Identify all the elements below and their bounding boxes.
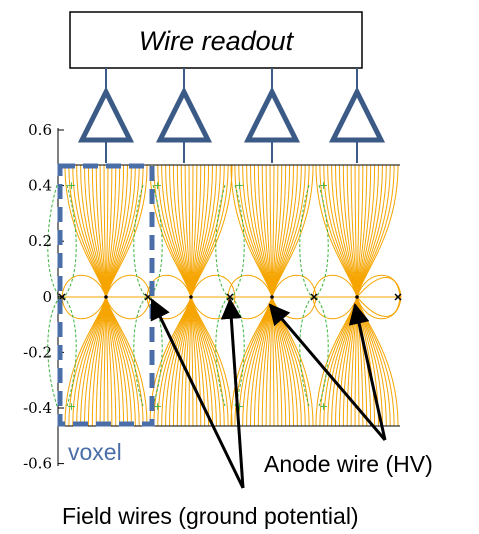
y-tick-label: -0.4: [23, 399, 52, 417]
voxel-label: voxel: [68, 439, 122, 465]
equipotential-marker: +: [235, 179, 244, 192]
y-tick-label: 0.6: [28, 121, 52, 139]
equipotential-marker: +: [319, 179, 328, 192]
anode-wire-marker: [189, 295, 193, 299]
equipotential-lines: + + + + + + + +: [47, 179, 329, 413]
amplifier-group: [77, 68, 386, 163]
wire-readout-label: Wire readout: [139, 26, 295, 56]
equipotential-marker: +: [67, 179, 76, 192]
equipotential-marker: +: [153, 400, 162, 413]
field-line-region: + + + + + + + +: [47, 164, 402, 427]
field-line: [190, 296, 233, 427]
anode-wire-marker: [355, 295, 359, 299]
field-wire-arrows: [150, 297, 245, 489]
equipotential-marker: +: [153, 179, 162, 192]
y-tick-label: 0.2: [28, 232, 52, 250]
wire-markers: [58, 293, 402, 301]
field-wires-label: Field wires (ground potential): [62, 503, 359, 529]
field-wire-marker: [310, 293, 318, 301]
y-tick-label: -0.2: [23, 343, 52, 361]
y-tick-label: 0.4: [28, 177, 52, 195]
field-line: [105, 296, 148, 427]
amplifier-triangle: [155, 86, 213, 143]
equipotential-marker: +: [67, 400, 76, 413]
amplifier-triangle: [77, 86, 135, 143]
anode-wire-label: Anode wire (HV): [264, 451, 433, 477]
amplifier-triangle: [243, 86, 301, 143]
field-line: [271, 164, 314, 298]
field-line: [190, 164, 233, 298]
y-axis: 0.6 0.4 0.2 0 -0.2 -0.4 -0.6: [23, 121, 64, 473]
y-tick-label: 0: [42, 288, 52, 306]
y-tick-label: -0.6: [23, 455, 52, 473]
anode-wire-marker: [270, 295, 274, 299]
anode-arrows: [268, 302, 387, 441]
voxel-box: [57, 163, 155, 427]
equipotential-line: [63, 184, 77, 407]
field-line: [356, 164, 399, 298]
field-line-loop: [356, 274, 402, 320]
field-line: [105, 164, 148, 298]
amplifier-triangle: [328, 86, 386, 143]
wire-readout-box: Wire readout: [69, 11, 363, 69]
equipotential-marker: +: [319, 400, 328, 413]
anode-wire-marker: [104, 295, 108, 299]
field-wire-marker: [394, 293, 402, 301]
equipotential-marker: +: [235, 400, 244, 413]
